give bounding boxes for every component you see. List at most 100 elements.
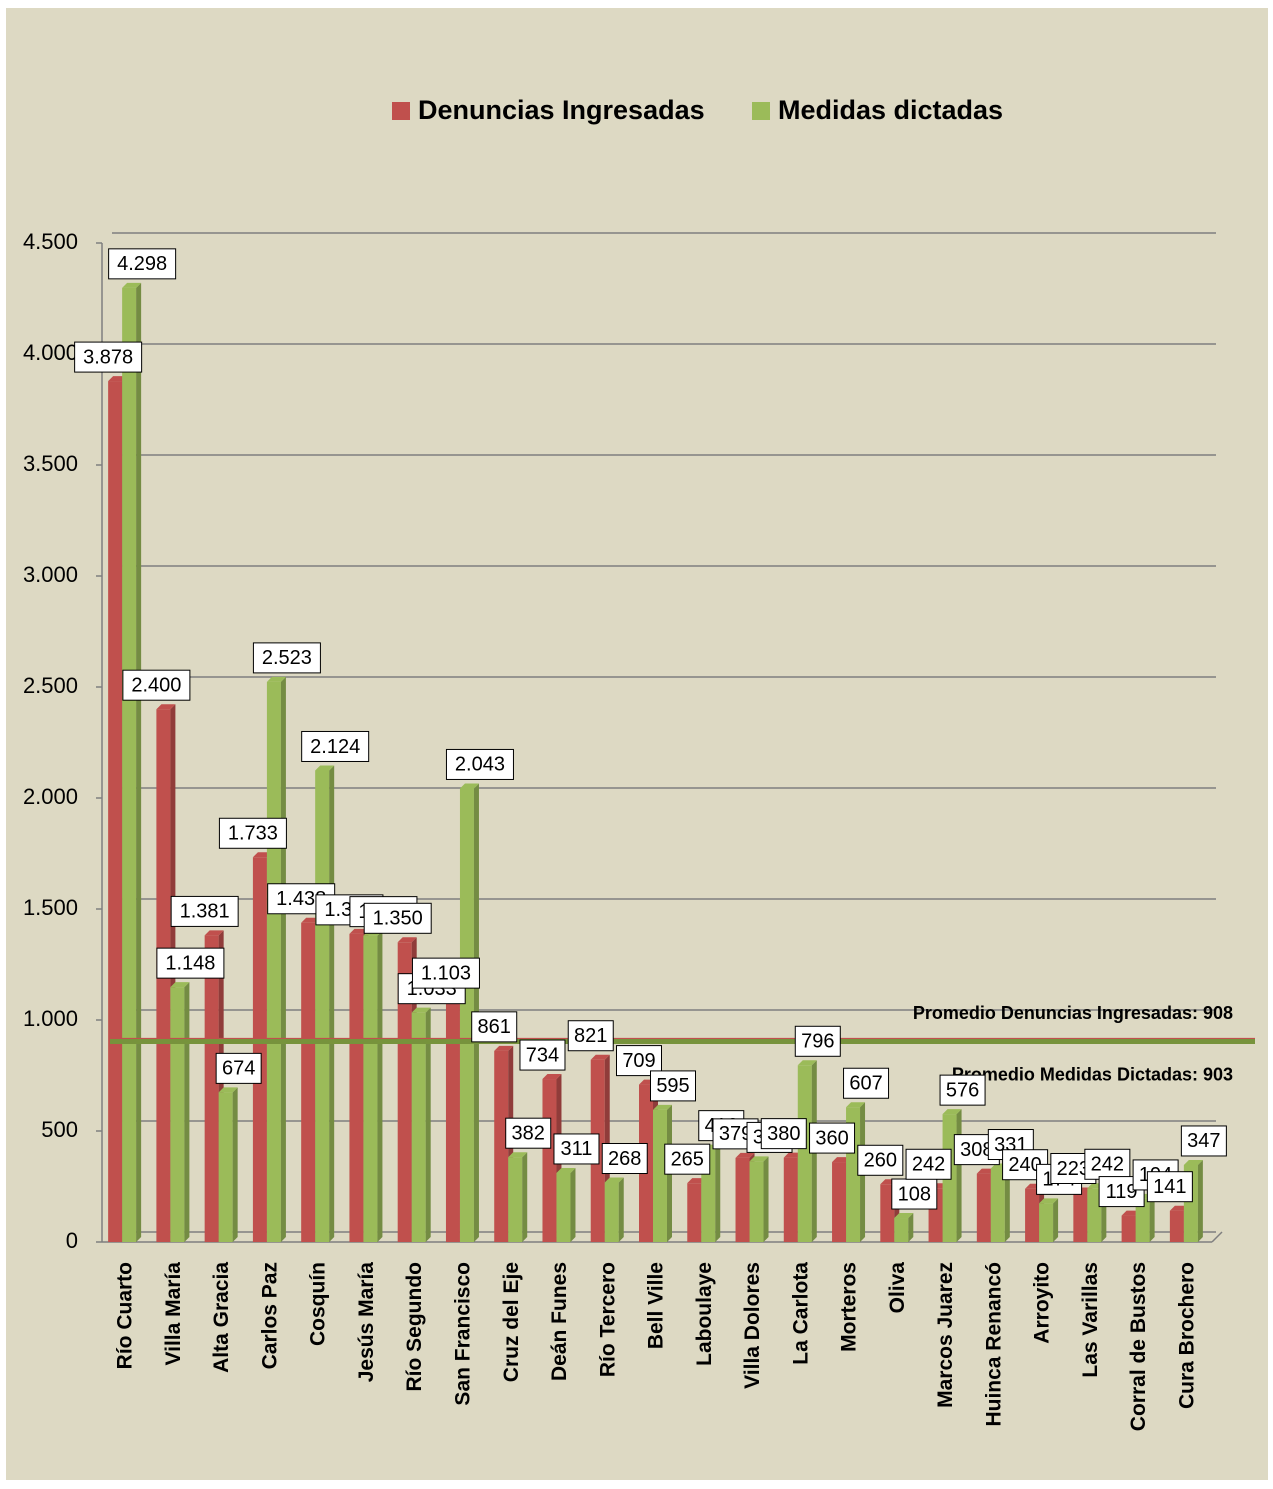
bar-face <box>445 997 460 1242</box>
value-label-box <box>445 748 514 780</box>
bar <box>508 1152 528 1242</box>
reference-label: Promedio Denuncias Ingresadas: 908 <box>913 1003 1233 1023</box>
bar <box>315 765 335 1242</box>
value-label-box <box>843 1067 890 1099</box>
bar-face <box>522 1152 528 1242</box>
bar-face <box>425 1007 431 1242</box>
value-label: 734 <box>526 1044 559 1066</box>
legend-label: Denuncias Ingresadas <box>418 95 705 125</box>
y-tick-label: 500 <box>41 1117 78 1142</box>
value-label: 1.103 <box>421 962 471 984</box>
value-label-box <box>857 1144 904 1176</box>
value-label-box <box>363 902 432 934</box>
bar-face <box>1004 1163 1010 1242</box>
bar <box>653 1104 672 1242</box>
value-label: 360 <box>815 1127 848 1149</box>
bar <box>1039 1198 1059 1242</box>
bar-face <box>266 681 281 1242</box>
bar-face <box>894 1218 909 1242</box>
y-tick-label: 4.500 <box>23 229 78 254</box>
value-label-box <box>108 248 177 280</box>
x-tick-label: Villa Dolores <box>741 1262 764 1389</box>
bar-face <box>494 1050 509 1242</box>
value-label: 607 <box>849 1073 882 1095</box>
y-tick-label: 3.000 <box>23 562 78 587</box>
bar-face <box>204 935 219 1242</box>
y-tick-label: 1.000 <box>23 1006 78 1031</box>
bar-face <box>397 937 417 943</box>
bar-face <box>411 1007 431 1013</box>
bar-face <box>170 982 190 988</box>
x-tick-label: Oliva <box>886 1262 909 1314</box>
value-label: 119 <box>1106 1181 1138 1203</box>
value-label: 796 <box>801 1031 834 1053</box>
bar-face <box>749 1156 769 1162</box>
value-label: 347 <box>1187 1130 1220 1152</box>
value-label-box <box>567 1020 614 1052</box>
bar-face <box>494 1045 514 1051</box>
value-label: 265 <box>671 1148 704 1170</box>
value-label-box <box>156 947 225 979</box>
bar-face <box>942 1109 962 1115</box>
value-label: 2.523 <box>262 647 312 669</box>
value-label-box <box>252 642 321 674</box>
bar-face <box>1169 1210 1184 1242</box>
x-tick-label: Marcos Juarez <box>934 1262 957 1408</box>
bar-face <box>749 1161 764 1242</box>
bar-face <box>1087 1188 1102 1242</box>
bar-face <box>976 1173 991 1242</box>
x-tick-label: Jesús María <box>355 1262 378 1383</box>
bar-face <box>459 783 479 789</box>
y-tick-label: 4.000 <box>23 340 78 365</box>
bar-face <box>108 381 123 1243</box>
bar-face <box>797 1065 812 1242</box>
value-label-box <box>301 730 370 762</box>
chart-background <box>6 8 1268 1480</box>
value-label: 260 <box>864 1150 897 1172</box>
value-label: 861 <box>478 1016 511 1038</box>
value-label: 308 <box>960 1139 993 1161</box>
value-label-box <box>809 1122 856 1154</box>
bar-face <box>204 930 224 936</box>
bar-face <box>315 765 335 771</box>
value-label: 3.878 <box>83 346 133 368</box>
bar-face <box>1053 1198 1059 1242</box>
bar-face <box>397 942 412 1242</box>
value-label-box <box>1146 1171 1193 1203</box>
value-label: 240 <box>1008 1154 1041 1176</box>
value-label: 2.043 <box>455 754 505 776</box>
bar-face <box>542 1074 562 1080</box>
value-label: 595 <box>656 1075 689 1097</box>
bar-face <box>990 1168 1005 1242</box>
bar-face <box>763 1156 769 1242</box>
x-tick-label: Bell Ville <box>645 1262 668 1349</box>
value-label: 4.298 <box>117 253 167 275</box>
bar-face <box>797 1060 817 1066</box>
value-label: 1.350 <box>373 908 423 930</box>
x-tick-label: Corral de Bustos <box>1127 1262 1150 1431</box>
bar-face <box>1025 1188 1040 1242</box>
bar <box>749 1156 769 1242</box>
value-label: 108 <box>898 1183 931 1205</box>
value-label: 242 <box>912 1154 945 1176</box>
x-tick-label: Huinca Renancó <box>982 1262 1005 1427</box>
bar-face <box>846 1102 866 1108</box>
value-label: 821 <box>574 1025 607 1047</box>
x-tick-label: La Carlota <box>789 1262 812 1365</box>
value-label: 223 <box>1057 1158 1090 1180</box>
bar-face <box>508 1157 523 1242</box>
x-tick-label: Las Varillas <box>1079 1262 1102 1378</box>
bar-face <box>783 1157 798 1242</box>
bar-face <box>570 1167 576 1242</box>
x-tick-label: Laboulaye <box>693 1262 716 1366</box>
bar-face <box>184 982 190 1242</box>
value-label: 1.438 <box>276 888 326 910</box>
value-label-box <box>519 1039 566 1071</box>
value-label: 242 <box>1091 1154 1124 1176</box>
legend-label: Medidas dictadas <box>778 95 1003 125</box>
bar-face <box>122 287 137 1242</box>
bar-face <box>618 1177 624 1242</box>
bar-face <box>653 1109 667 1242</box>
bar <box>218 1087 238 1242</box>
x-tick-label: Río Cuarto <box>114 1262 137 1369</box>
